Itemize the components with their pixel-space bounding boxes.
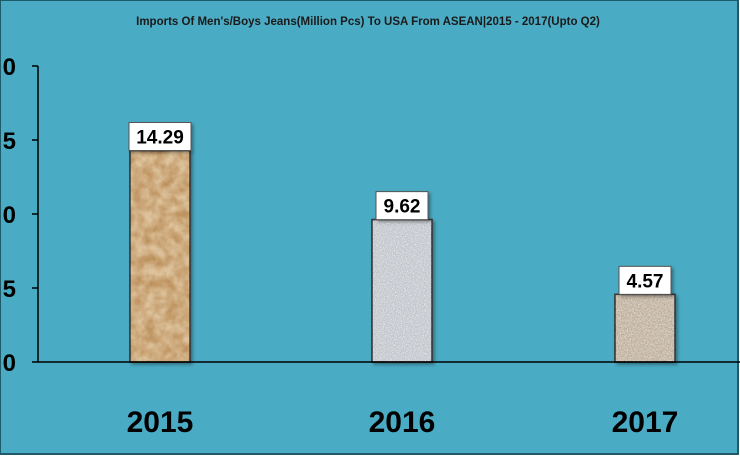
bar-texture [615, 294, 675, 362]
bar-texture [130, 150, 190, 362]
y-axis: 0 5 0 5 0 [3, 54, 39, 377]
y-tick-label: 0 [3, 350, 16, 377]
data-label: 14.29 [136, 128, 184, 149]
y-tick-label: 5 [3, 128, 16, 155]
data-label: 4.57 [627, 271, 664, 292]
bar-2017 [614, 293, 676, 363]
bar-texture [372, 219, 432, 362]
y-tick-label: 5 [3, 276, 16, 303]
data-label-box [128, 122, 192, 152]
data-labels-group: 14.29 9.62 4.57 [128, 122, 672, 295]
x-category-label: 2017 [612, 406, 679, 439]
y-tick-label: 0 [3, 54, 16, 81]
chart-title: Imports Of Men's/Boys Jeans(Million Pcs)… [136, 16, 600, 28]
data-label-box [375, 191, 429, 221]
y-tick-label: 0 [3, 202, 16, 229]
x-axis-categories: 2015 2016 2017 [127, 406, 679, 439]
data-label: 9.62 [384, 197, 421, 218]
data-label-box [618, 265, 672, 295]
x-category-label: 2016 [369, 406, 436, 439]
x-category-label: 2015 [127, 406, 194, 439]
bar-2015 [129, 149, 191, 363]
bar-2016 [371, 218, 433, 363]
